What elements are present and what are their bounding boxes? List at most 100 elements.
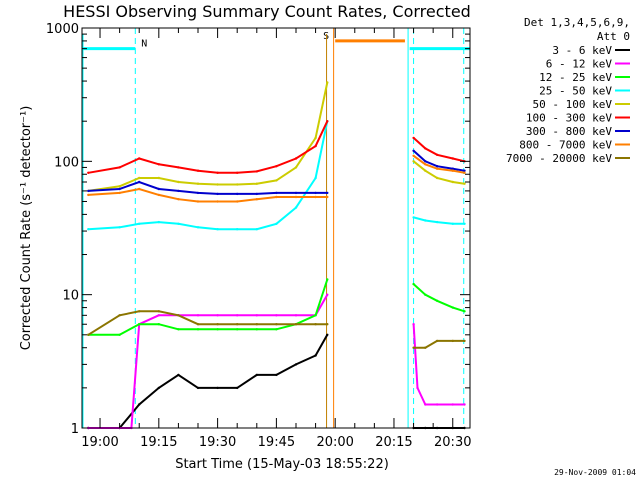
data-point xyxy=(138,323,141,326)
data-point xyxy=(138,157,141,160)
data-point xyxy=(424,293,427,296)
series-line-1-1 xyxy=(412,324,465,406)
legend-label: 25 - 50 keV xyxy=(539,85,612,98)
data-point xyxy=(87,171,90,174)
y-axis-label: Corrected Count Rate (s⁻¹ detector⁻¹) xyxy=(19,106,34,351)
data-point xyxy=(294,195,298,199)
data-point xyxy=(451,169,454,172)
legend-label: 300 - 800 keV xyxy=(526,125,612,138)
data-point xyxy=(435,176,439,180)
legend-label: 100 - 300 keV xyxy=(526,112,612,125)
data-point xyxy=(118,187,121,191)
data-point xyxy=(424,169,427,172)
data-point xyxy=(216,228,219,231)
series-4 xyxy=(87,81,466,193)
timestamp: 29-Nov-2009 01:04 xyxy=(554,468,636,477)
data-point xyxy=(451,157,454,160)
series-6 xyxy=(87,149,466,196)
data-point xyxy=(87,333,90,336)
data-point xyxy=(294,363,298,366)
data-point xyxy=(424,163,427,166)
data-point xyxy=(216,192,219,196)
data-point xyxy=(326,191,329,195)
data-point xyxy=(196,169,200,172)
data-point xyxy=(157,163,160,166)
series-2 xyxy=(87,278,466,336)
data-point xyxy=(463,169,466,172)
data-point xyxy=(326,81,329,84)
data-point xyxy=(314,144,317,148)
data-point xyxy=(275,179,278,182)
data-point xyxy=(177,222,180,225)
series-line-0-0 xyxy=(88,334,329,429)
data-point xyxy=(294,323,298,326)
data-point xyxy=(424,403,427,406)
data-point xyxy=(157,220,160,224)
chart-title: HESSI Observing Summary Count Rates, Cor… xyxy=(63,2,471,21)
data-point xyxy=(435,299,439,302)
data-point xyxy=(451,306,454,309)
data-point xyxy=(416,386,419,390)
data-point xyxy=(87,193,90,197)
x-tick-label: 20:00 xyxy=(316,435,353,450)
data-point xyxy=(118,185,121,188)
series-3 xyxy=(87,120,466,231)
data-point xyxy=(463,339,466,343)
legend-label: 800 - 7000 keV xyxy=(519,139,612,152)
data-point xyxy=(236,192,239,196)
series-8 xyxy=(87,310,466,349)
data-point xyxy=(236,183,239,186)
data-point xyxy=(255,192,258,196)
data-point xyxy=(294,157,298,160)
data-point xyxy=(412,282,415,286)
data-point xyxy=(157,314,160,317)
data-point xyxy=(138,187,141,191)
x-tick-label: 20:30 xyxy=(434,435,471,450)
data-point xyxy=(275,373,278,377)
legend-label: 7000 - 20000 keV xyxy=(506,152,612,165)
data-point xyxy=(294,206,298,209)
data-point xyxy=(157,310,160,313)
legend-title-2: Att 0 xyxy=(597,30,630,43)
data-point xyxy=(412,154,415,157)
data-point xyxy=(255,314,258,317)
x-axis: 19:00 19:15 19:30 19:45 20:00 20:15 20:30 xyxy=(81,28,471,450)
data-point xyxy=(275,191,278,195)
data-point xyxy=(138,176,141,180)
data-point xyxy=(275,165,278,168)
series-line-1-0 xyxy=(88,294,329,429)
data-point xyxy=(196,323,200,326)
data-point xyxy=(435,403,439,406)
data-point xyxy=(412,216,415,219)
data-point xyxy=(314,354,317,357)
data-point xyxy=(255,323,258,326)
data-point xyxy=(326,195,329,199)
data-point xyxy=(435,339,439,343)
data-point xyxy=(255,170,258,173)
data-point xyxy=(118,191,121,195)
data-point xyxy=(236,328,239,331)
data-point xyxy=(118,333,121,336)
data-point xyxy=(314,323,317,326)
data-point xyxy=(314,136,317,140)
data-point xyxy=(424,219,427,222)
data-point xyxy=(196,182,200,185)
data-point xyxy=(157,323,160,326)
data-point xyxy=(255,328,258,331)
data-point xyxy=(138,222,141,225)
data-point xyxy=(275,323,278,326)
series-1 xyxy=(87,293,466,430)
data-point xyxy=(326,333,329,336)
data-point xyxy=(326,293,329,296)
data-point xyxy=(314,176,317,180)
data-point xyxy=(326,120,329,123)
data-point xyxy=(326,323,329,326)
data-point xyxy=(196,226,200,229)
data-point xyxy=(138,180,141,184)
x-tick-label: 19:45 xyxy=(258,435,295,450)
data-point xyxy=(326,278,329,281)
data-point xyxy=(216,323,219,326)
data-point xyxy=(177,189,180,193)
marker-label-0: N xyxy=(141,39,147,50)
